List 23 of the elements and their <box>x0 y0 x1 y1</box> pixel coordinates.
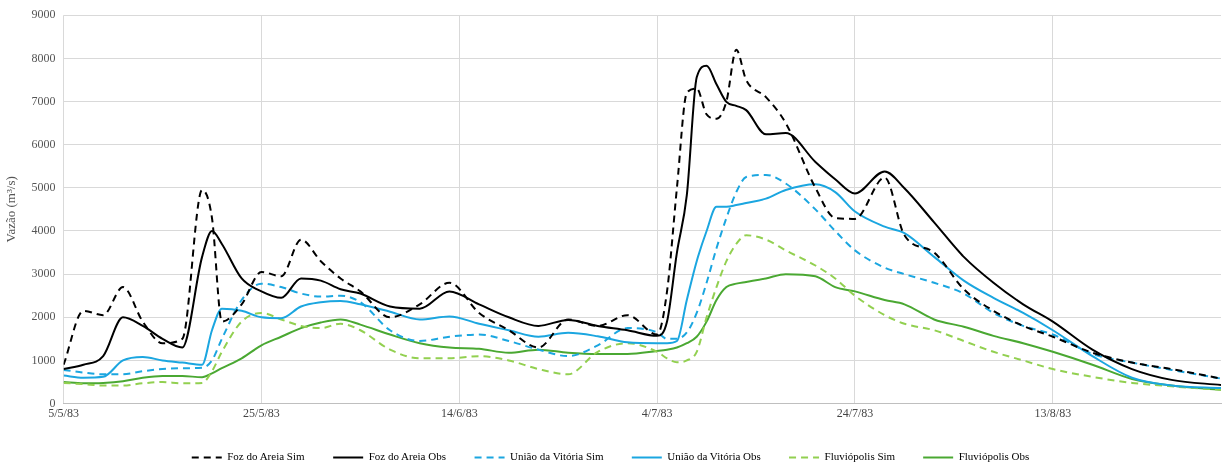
line-series <box>63 234 1221 391</box>
y-axis-title: Vazão (m³/s) <box>3 176 19 243</box>
legend-label: Foz do Areia Sim <box>227 450 305 463</box>
y-tick-label: 6000 <box>31 136 56 151</box>
legend-label: União da Vitória Obs <box>667 450 761 463</box>
y-tick-label: 9000 <box>31 7 56 22</box>
x-tick-label: 14/6/83 <box>440 405 478 420</box>
legend-label: Fluviópolis Sim <box>824 450 896 463</box>
y-tick-label: 0 <box>49 395 56 410</box>
legend-label: Fluviópolis Obs <box>958 450 1030 463</box>
y-tick-label: 1000 <box>31 352 56 367</box>
x-tick-label: 25/5/83 <box>243 405 280 420</box>
y-tick-label: 2000 <box>31 309 56 324</box>
x-tick-label: 24/7/83 <box>836 405 874 420</box>
legend-label: Foz do Areia Obs <box>368 450 446 463</box>
y-tick-label: 7000 <box>31 93 56 108</box>
y-tick-label: 3000 <box>31 266 56 281</box>
y-tick-label: 8000 <box>31 50 56 65</box>
x-tick-label: 13/8/83 <box>1034 405 1072 420</box>
y-tick-label: 5000 <box>31 179 56 194</box>
x-tick-label: 4/7/83 <box>641 405 673 420</box>
legend-label: União da Vitória Sim <box>510 450 605 463</box>
y-tick-label: 4000 <box>31 223 56 238</box>
